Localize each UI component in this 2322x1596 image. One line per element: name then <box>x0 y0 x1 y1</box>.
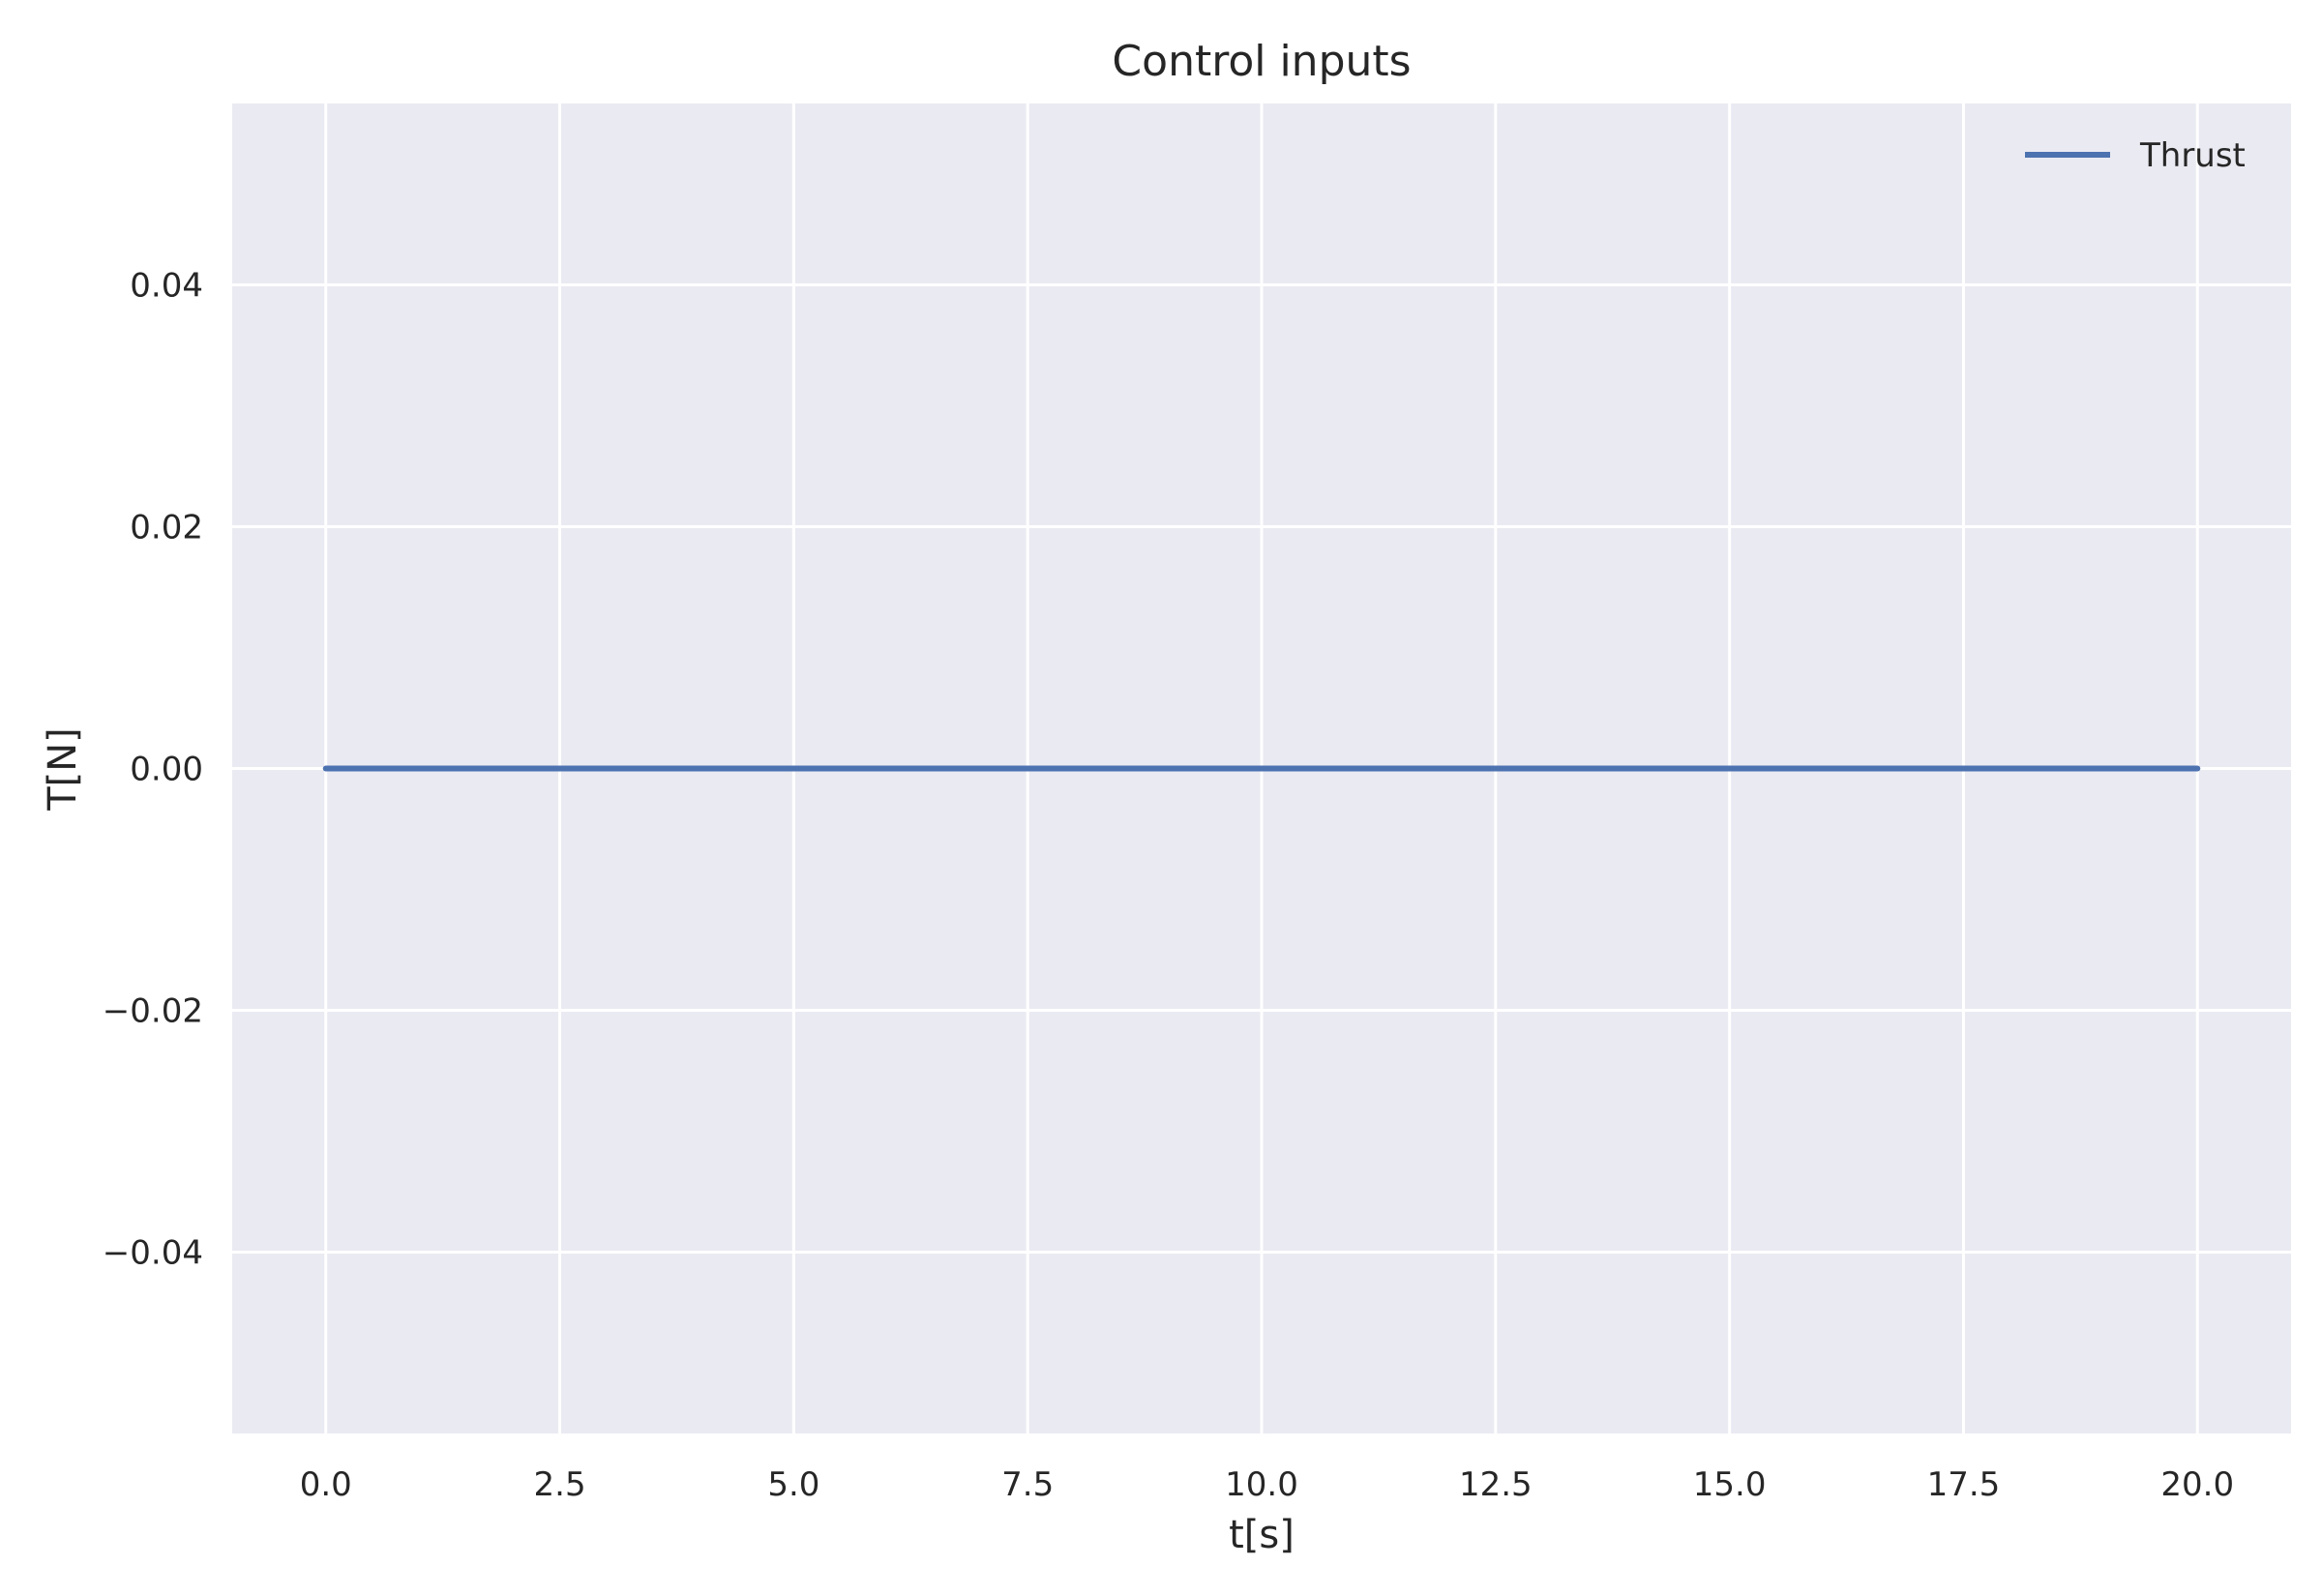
y-axis-label: T[N] <box>41 727 85 812</box>
x-tick-label: 17.5 <box>1927 1465 2001 1504</box>
x-tick-label: 20.0 <box>2160 1465 2234 1504</box>
x-tick-label: 12.5 <box>1459 1465 1533 1504</box>
legend: Thrust <box>2025 136 2246 175</box>
x-tick-label: 15.0 <box>1693 1465 1767 1504</box>
x-tick-label: 0.0 <box>300 1465 352 1504</box>
y-tick-label: −0.04 <box>103 1234 203 1273</box>
legend-label: Thrust <box>2139 136 2246 175</box>
chart-title: Control inputs <box>1112 37 1411 86</box>
x-axis-label: t[s] <box>1229 1513 1295 1557</box>
y-tick-labels: −0.04 −0.02 0.00 0.02 0.04 <box>103 267 203 1273</box>
x-tick-label: 2.5 <box>534 1465 586 1504</box>
x-tick-labels: 0.0 2.5 5.0 7.5 10.0 12.5 15.0 17.5 20.0 <box>300 1465 2234 1504</box>
y-tick-label: 0.02 <box>130 509 203 547</box>
x-tick-label: 7.5 <box>1001 1465 1054 1504</box>
x-tick-label: 5.0 <box>767 1465 819 1504</box>
x-tick-label: 10.0 <box>1225 1465 1298 1504</box>
y-tick-label: −0.02 <box>103 992 203 1031</box>
y-tick-label: 0.04 <box>130 267 203 306</box>
y-tick-label: 0.00 <box>130 751 203 789</box>
